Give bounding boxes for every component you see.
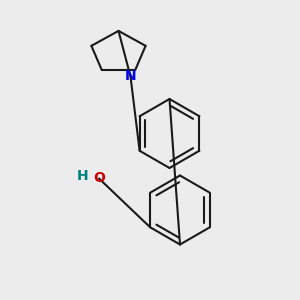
Text: H: H xyxy=(77,169,88,182)
Text: O: O xyxy=(93,172,105,185)
Text: N: N xyxy=(125,70,136,83)
